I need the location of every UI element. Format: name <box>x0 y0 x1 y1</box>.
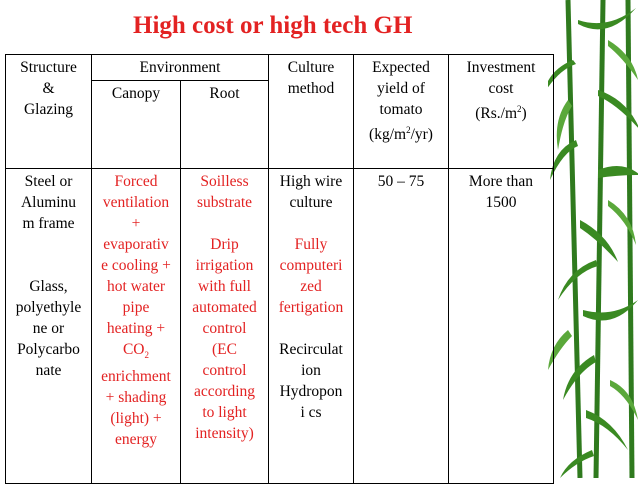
cell-canopy: Forced ventilation + evaporativ e coolin… <box>91 168 181 484</box>
cell-culture-method: High wire culture Fully computeri zed fe… <box>268 168 354 484</box>
slide-title: High cost or high tech GH <box>133 12 413 39</box>
cell-expected-yield: 50 – 75 <box>353 168 449 484</box>
cell-root: Soilless substrate Drip irrigation with … <box>180 168 269 484</box>
cell-structure: Steel or Aluminu m frame Glass, polyethy… <box>5 168 92 484</box>
cell-investment-cost: More than 1500 <box>448 168 554 484</box>
header-canopy: Canopy <box>91 80 181 169</box>
header-structure: Structure & Glazing <box>5 54 92 169</box>
header-culture-method: Culture method <box>268 54 354 169</box>
header-investment-cost: Investment cost (Rs./m2) <box>448 54 554 169</box>
bamboo-decoration <box>548 0 638 478</box>
header-environment: Environment <box>91 54 269 81</box>
header-root: Root <box>180 80 269 169</box>
greenhouse-table: Structure & Glazing Environment Culture … <box>5 54 554 484</box>
header-expected-yield: Expected yield of tomato (kg/m2/yr) <box>353 54 449 169</box>
